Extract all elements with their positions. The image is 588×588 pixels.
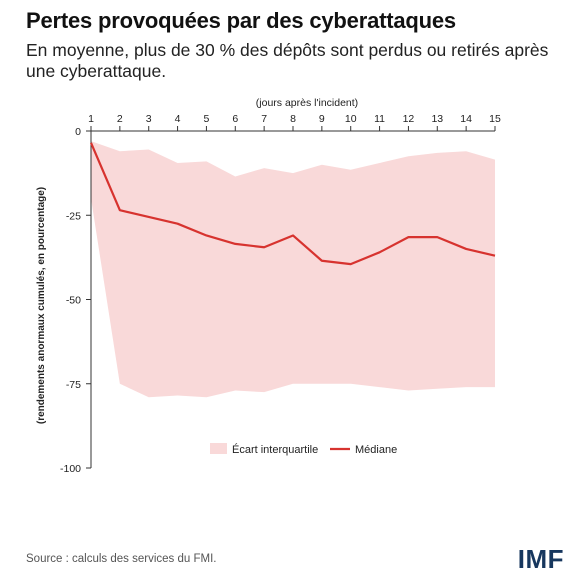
x-tick-label: 3 <box>146 113 152 125</box>
y-tick-label: -100 <box>60 463 81 475</box>
y-tick-label: 0 <box>75 126 81 138</box>
interquartile-band <box>91 141 495 398</box>
x-tick-label: 9 <box>319 113 325 125</box>
median-line <box>89 142 496 266</box>
x-tick-label: 5 <box>204 113 210 125</box>
source-note: Source : calculs des services du FMI. <box>26 553 217 565</box>
x-tick-label: 12 <box>403 113 415 125</box>
y-tick-label: -50 <box>66 295 81 307</box>
x-axis-title: (jours après l'incident) <box>256 97 358 109</box>
x-tick-label: 8 <box>290 113 296 125</box>
legend: Écart interquartile Médiane <box>210 443 397 456</box>
legend-swatch-band <box>210 443 227 454</box>
chart-title: Pertes provoquées par des cyberattaques <box>26 8 456 33</box>
legend-label-band: Écart interquartile <box>232 443 318 456</box>
x-tick-label: 13 <box>431 113 443 125</box>
y-axis-title: (rendements anormaux cumulés, en pourcen… <box>36 187 47 424</box>
x-tick-label: 2 <box>117 113 123 125</box>
legend-label-median: Médiane <box>355 444 397 456</box>
x-tick-label: 7 <box>261 113 267 125</box>
y-tick-label: -25 <box>66 210 81 222</box>
x-tick-label: 1 <box>88 113 94 125</box>
y-tick-label: -75 <box>66 379 81 391</box>
imf-logo: IMF <box>517 544 564 574</box>
x-tick-label: 10 <box>345 113 357 125</box>
x-tick-label: 6 <box>232 113 238 125</box>
x-tick-label: 11 <box>374 113 385 125</box>
chart-subtitle: En moyenne, plus de 30 % des dépôts sont… <box>26 40 549 81</box>
x-tick-label: 4 <box>175 113 181 125</box>
x-tick-label: 15 <box>489 113 501 125</box>
x-tick-label: 14 <box>460 113 472 125</box>
